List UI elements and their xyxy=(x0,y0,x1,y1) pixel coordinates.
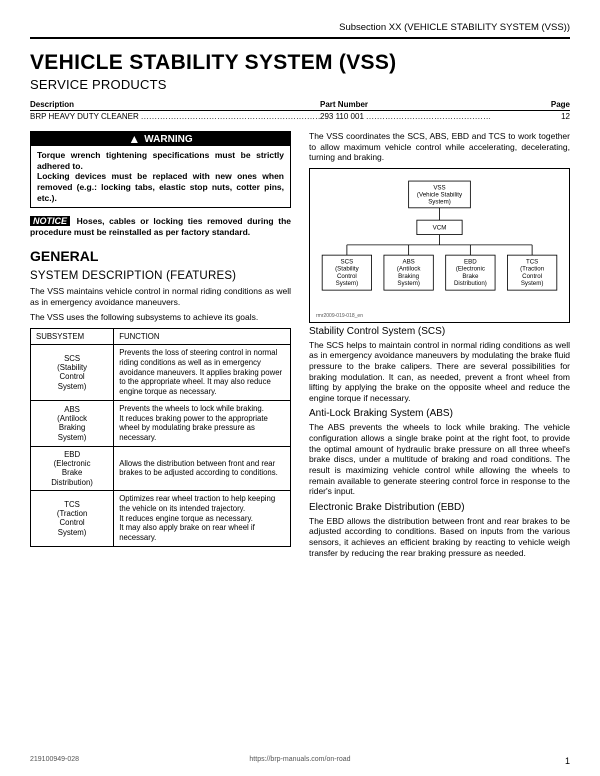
cell-subsystem: SCS (Stability Control System) xyxy=(31,345,114,401)
svg-text:(Vehicle Stability: (Vehicle Stability xyxy=(417,191,463,198)
subsystems-table: SUBSYSTEM FUNCTION SCS (Stability Contro… xyxy=(30,328,291,547)
col-description: Description xyxy=(30,100,320,109)
col-page: Page xyxy=(490,100,570,109)
page-subtitle: SERVICE PRODUCTS xyxy=(30,77,570,92)
two-column-layout: ▲ WARNING Torque wrench tightening speci… xyxy=(30,131,570,563)
table-row: ABS (Antilock Braking System) Prevents t… xyxy=(31,400,291,446)
svg-text:(Stability: (Stability xyxy=(335,265,360,272)
th-function: FUNCTION xyxy=(114,329,291,345)
warning-body: Torque wrench tightening specifications … xyxy=(31,146,290,207)
table-header-row: SUBSYSTEM FUNCTION xyxy=(31,329,291,345)
paragraph: The VSS maintains vehicle control in nor… xyxy=(30,286,291,307)
notice-badge: NOTICE xyxy=(30,216,70,226)
abs-heading: Anti-Lock Braking System (ABS) xyxy=(309,408,570,419)
cell-subsystem: TCS (Traction Control System) xyxy=(31,491,114,547)
table-row: TCS (Traction Control System) Optimizes … xyxy=(31,491,291,547)
svg-text:TCS: TCS xyxy=(526,258,538,265)
svg-text:Distribution): Distribution) xyxy=(454,280,487,287)
general-heading: GENERAL xyxy=(30,248,291,264)
ebd-heading: Electronic Brake Distribution (EBD) xyxy=(309,502,570,513)
page-number: 1 xyxy=(565,756,570,766)
paragraph: The EBD allows the distribution between … xyxy=(309,516,570,559)
page-title: VEHICLE STABILITY SYSTEM (VSS) xyxy=(30,51,570,75)
left-column: ▲ WARNING Torque wrench tightening speci… xyxy=(30,131,291,563)
scs-heading: Stability Control System (SCS) xyxy=(309,326,570,337)
table-row: EBD (Electronic Brake Distribution) Allo… xyxy=(31,446,291,490)
svg-text:VCM: VCM xyxy=(433,224,447,231)
warning-header: ▲ WARNING xyxy=(31,132,290,146)
svg-text:Control: Control xyxy=(522,273,542,280)
table-row: SCS (Stability Control System) Prevents … xyxy=(31,345,291,401)
cell-function: Allows the distribution between front an… xyxy=(114,446,291,490)
svg-text:Control: Control xyxy=(337,273,357,280)
cell-part-number: 293 110 001 xyxy=(320,112,490,121)
th-subsystem: SUBSYSTEM xyxy=(31,329,114,345)
svg-text:System): System) xyxy=(521,280,544,287)
svg-text:EBD: EBD xyxy=(464,258,477,265)
svg-text:(Antilock: (Antilock xyxy=(397,265,422,272)
notice-paragraph: NOTICE Hoses, cables or locking ties rem… xyxy=(30,216,291,238)
paragraph: The VSS uses the following subsystems to… xyxy=(30,312,291,323)
cell-subsystem: ABS (Antilock Braking System) xyxy=(31,400,114,446)
paragraph: The ABS prevents the wheels to lock whil… xyxy=(309,422,570,496)
cell-subsystem: EBD (Electronic Brake Distribution) xyxy=(31,446,114,490)
warning-triangle-icon: ▲ xyxy=(128,133,140,145)
svg-text:SCS: SCS xyxy=(341,258,354,265)
diagram-caption: rmr2009-019-018_en xyxy=(316,313,563,319)
paragraph: The VSS coordinates the SCS, ABS, EBD an… xyxy=(309,131,570,163)
cell-function: Prevents the wheels to lock while brakin… xyxy=(114,400,291,446)
svg-text:System): System) xyxy=(428,199,451,206)
col-part-number: Part Number xyxy=(320,100,490,109)
svg-text:Braking: Braking xyxy=(398,273,419,280)
svg-text:VSS: VSS xyxy=(433,184,445,191)
products-table-row: BRP HEAVY DUTY CLEANER 293 110 001 12 xyxy=(30,111,570,121)
paragraph: The SCS helps to maintain control in nor… xyxy=(309,340,570,404)
system-description-heading: SYSTEM DESCRIPTION (FEATURES) xyxy=(30,270,291,283)
svg-text:System): System) xyxy=(397,280,420,287)
page: Subsection XX (VEHICLE STABILITY SYSTEM … xyxy=(0,0,600,776)
warning-box: ▲ WARNING Torque wrench tightening speci… xyxy=(30,131,291,208)
svg-text:ABS: ABS xyxy=(402,258,414,265)
diagram-svg: VSS (Vehicle Stability System) VCM xyxy=(316,179,563,313)
warning-label: WARNING xyxy=(144,134,192,145)
cell-page: 12 xyxy=(490,112,570,121)
cell-description: BRP HEAVY DUTY CLEANER xyxy=(30,112,320,121)
svg-text:System): System) xyxy=(336,280,359,287)
right-column: The VSS coordinates the SCS, ABS, EBD an… xyxy=(309,131,570,563)
doc-code: 219100949-028 xyxy=(30,756,79,766)
subsection-header: Subsection XX (VEHICLE STABILITY SYSTEM … xyxy=(30,22,570,39)
leader-dots xyxy=(141,112,320,121)
footer-url: https://brp-manuals.com/on-road xyxy=(249,756,350,763)
page-footer: 219100949-028 https://brp-manuals.com/on… xyxy=(30,756,570,766)
svg-text:(Traction: (Traction xyxy=(520,265,545,272)
svg-text:Brake: Brake xyxy=(462,273,479,280)
leader-dots xyxy=(366,112,490,121)
vss-hierarchy-diagram: VSS (Vehicle Stability System) VCM xyxy=(309,168,570,323)
products-table-header: Description Part Number Page xyxy=(30,100,570,111)
cell-function: Prevents the loss of steering control in… xyxy=(114,345,291,401)
cell-function: Optimizes rear wheel traction to help ke… xyxy=(114,491,291,547)
svg-text:(Electronic: (Electronic xyxy=(456,265,485,272)
